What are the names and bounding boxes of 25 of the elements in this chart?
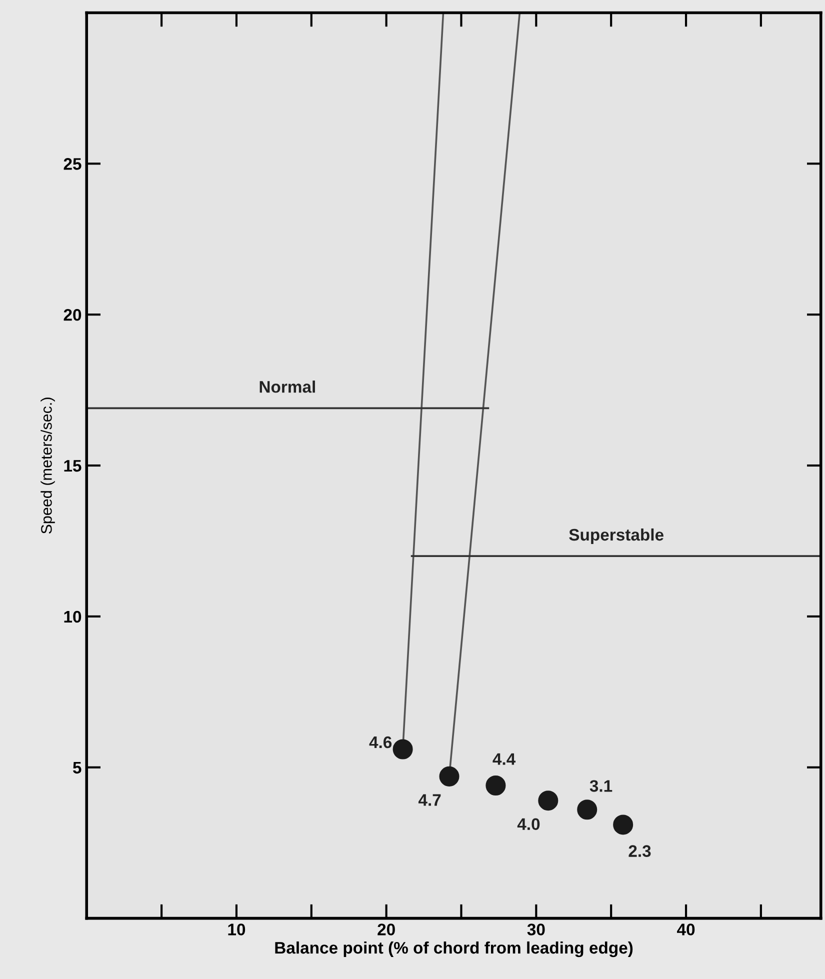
y-axis-title: Speed (meters/sec.) [40,398,55,534]
annotation: 4.0 [517,818,540,830]
point [577,800,598,820]
y-tick-label: 20 [64,308,82,321]
annotation: 3.1 [590,780,612,792]
series-label: Normal [260,380,315,393]
point [486,775,506,796]
y-tick-label: 5 [73,762,82,774]
annotation: 2.3 [628,845,651,857]
point [439,766,460,786]
annotation: 4.4 [492,753,516,765]
y-tick-label: 15 [64,460,82,472]
annotation: 4.7 [418,794,441,806]
y-tick-label: 10 [64,610,82,623]
annotation: 4.6 [369,736,392,748]
point [392,739,413,760]
x-axis-title: Balance point (% of chord from leading edge) [275,941,633,958]
x-tick-label: 10 [228,924,246,936]
x-tick-label: 20 [378,924,395,936]
point [538,790,558,811]
series-label: Superstable [569,528,664,544]
x-tick-label: 40 [676,924,695,936]
point [613,814,634,835]
x-tick-label: 30 [527,924,545,936]
y-tick-label: 25 [64,158,82,170]
